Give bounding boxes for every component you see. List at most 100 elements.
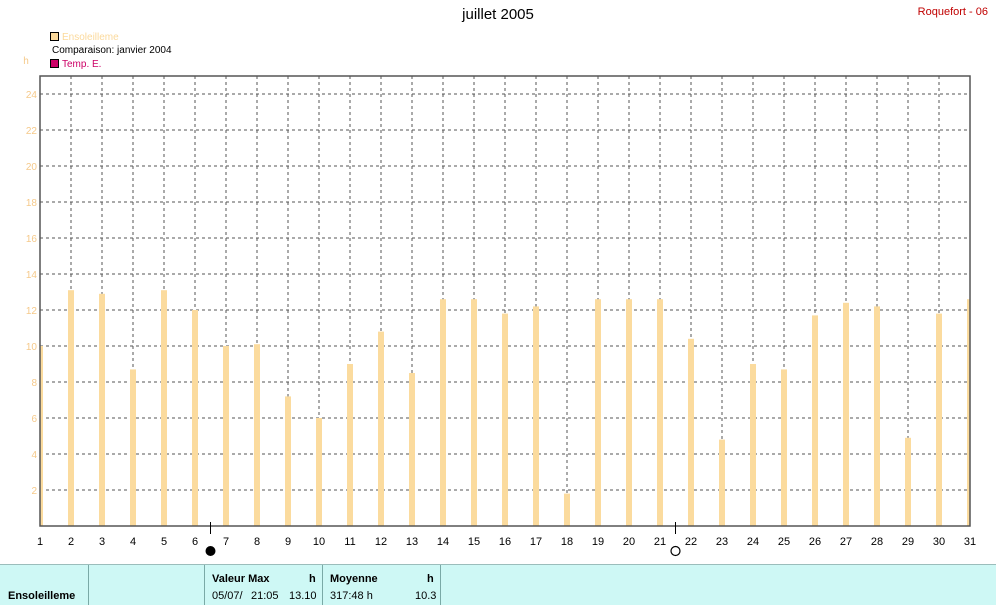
x-tick-label: 20: [623, 536, 635, 548]
bar: [223, 346, 229, 526]
bar: [378, 331, 384, 526]
footer-max-date: 05/07/: [212, 590, 243, 602]
footer-avg-value: 10.3: [415, 590, 437, 602]
bar: [750, 364, 756, 526]
x-tick-label: 11: [344, 536, 355, 548]
bar: [316, 418, 322, 526]
bar: [192, 310, 198, 526]
x-tick-label: 3: [99, 536, 105, 548]
footer-max-unit: h: [309, 573, 316, 585]
x-tick-label: 8: [254, 536, 260, 548]
legend-label-sunshine: Ensoleilleme: [62, 32, 119, 43]
x-tick-label: 17: [530, 536, 542, 548]
x-tick-label: 25: [778, 536, 790, 548]
x-tick-label: 18: [561, 536, 573, 548]
bar: [874, 306, 880, 526]
x-tick-label: 26: [809, 536, 821, 548]
bar: [843, 302, 849, 526]
x-tick-label: 24: [747, 536, 759, 548]
legend-swatch-temp: [50, 59, 59, 68]
y-tick-label: 4: [31, 450, 37, 461]
y-tick-label: 8: [31, 378, 37, 389]
x-tick-label: 30: [933, 536, 945, 548]
bar: [502, 313, 508, 526]
bar: [161, 290, 167, 526]
bar: [626, 299, 632, 526]
x-tick-label: 13: [406, 536, 418, 548]
x-tick-label: 6: [192, 536, 198, 548]
footer-max-header: Valeur Max: [212, 573, 270, 585]
bar: [688, 338, 694, 526]
bar: [409, 373, 415, 526]
x-tick-label: 7: [223, 536, 229, 548]
x-tick-label: 21: [654, 536, 666, 548]
station-name: Roquefort - 06: [917, 6, 988, 18]
footer-empty-cell: [89, 565, 205, 605]
legend-label-comparison: Comparaison: janvier 2004: [52, 45, 172, 56]
x-tick-label: 28: [871, 536, 883, 548]
footer-avg-total: 317:48 h: [330, 590, 373, 602]
x-tick-label: 4: [130, 536, 136, 548]
bar: [40, 346, 43, 526]
y-axis-label: h: [23, 56, 29, 67]
y-tick-label: 18: [26, 198, 38, 209]
y-tick-label: 12: [26, 306, 38, 317]
footer-avg-unit: h: [427, 573, 434, 585]
footer-avg-cell: Moyenne h 317:48 h 10.3: [323, 565, 441, 605]
bar: [440, 299, 446, 526]
bar: [471, 299, 477, 526]
bar: [719, 439, 725, 526]
bar: [781, 369, 787, 526]
y-tick-label: 20: [26, 162, 38, 173]
x-tick-label: 16: [499, 536, 511, 548]
bar: [68, 290, 74, 526]
y-tick-label: 22: [26, 126, 38, 137]
bar: [936, 313, 942, 526]
legend-swatch-sunshine: [50, 32, 59, 41]
x-tick-label: 5: [161, 536, 167, 548]
bar: [285, 396, 291, 526]
y-tick-label: 2: [31, 486, 37, 497]
bar: [347, 364, 353, 526]
legend-item-temp: Temp. E.: [50, 58, 101, 71]
x-tick-label: 9: [285, 536, 291, 548]
bar: [595, 299, 601, 526]
bar: [812, 315, 818, 526]
legend-label-temp: Temp. E.: [62, 59, 102, 70]
x-tick-label: 1: [37, 536, 43, 548]
x-tick-label: 12: [375, 536, 387, 548]
footer-max-time: 21:05: [251, 590, 279, 602]
footer-series-cell: Ensoleilleme: [0, 565, 89, 605]
bar: [99, 293, 105, 526]
y-tick-label: 24: [26, 90, 38, 101]
footer-avg-header: Moyenne: [330, 573, 378, 585]
x-tick-label: 22: [685, 536, 697, 548]
legend-item-comparison: Comparaison: janvier 2004: [52, 44, 172, 57]
x-tick-label: 29: [902, 536, 914, 548]
bar: [905, 437, 911, 526]
x-tick-label: 2: [68, 536, 74, 548]
bar: [657, 299, 663, 526]
bar: [967, 299, 970, 526]
chart-title: juillet 2005: [462, 6, 534, 23]
legend-item-ensoleillement: Ensoleilleme: [50, 31, 119, 44]
full-moon-icon: [670, 545, 681, 557]
x-tick-label: 10: [313, 536, 325, 548]
footer-max-cell: Valeur Max h 05/07/ 21:05 13.10: [205, 565, 323, 605]
x-tick-label: 14: [437, 536, 449, 548]
x-tick-label: 23: [716, 536, 728, 548]
y-tick-label: 14: [26, 270, 38, 281]
y-tick-label: 6: [31, 414, 37, 425]
summary-footer: Ensoleilleme Valeur Max h 05/07/ 21:05 1…: [0, 564, 996, 605]
footer-series-label: Ensoleilleme: [8, 590, 76, 602]
footer-max-value: 13.10: [289, 590, 317, 602]
x-tick-label: 19: [592, 536, 604, 548]
y-tick-label: 16: [26, 234, 38, 245]
y-tick-label: 10: [26, 342, 38, 353]
x-tick-label: 15: [468, 536, 480, 548]
bar: [130, 369, 136, 526]
plot-border: [39, 75, 971, 527]
x-tick-label: 27: [840, 536, 852, 548]
new-moon-icon: [205, 546, 216, 556]
